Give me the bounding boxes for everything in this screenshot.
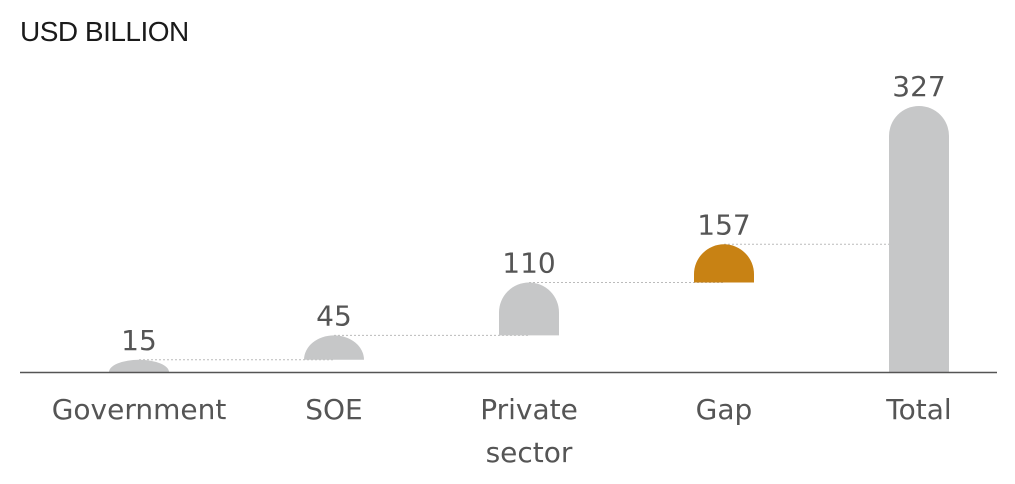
- value-label: 15: [121, 324, 157, 357]
- category-label: sector: [486, 436, 573, 469]
- unit-label: USD BILLION: [20, 16, 189, 47]
- bars: [109, 106, 949, 372]
- bar-private-sector: [499, 282, 559, 336]
- value-label: 327: [892, 70, 945, 103]
- value-label: 110: [502, 247, 555, 280]
- value-labels: 15 45 110 157 327: [121, 70, 946, 357]
- bar-gap: [694, 244, 754, 283]
- category-labels: Government SOE Private sector Gap Total: [52, 393, 952, 469]
- connector-lines: [139, 243, 919, 361]
- category-label: Government: [52, 393, 227, 426]
- category-label: Gap: [696, 393, 753, 426]
- bar-government: [109, 359, 170, 372]
- value-label: 157: [697, 208, 750, 241]
- category-label: SOE: [305, 393, 363, 426]
- bar-soe: [304, 335, 364, 360]
- bar-total: [889, 106, 949, 372]
- category-label: Total: [885, 393, 951, 426]
- category-label: Private: [480, 393, 578, 426]
- value-label: 45: [316, 299, 352, 332]
